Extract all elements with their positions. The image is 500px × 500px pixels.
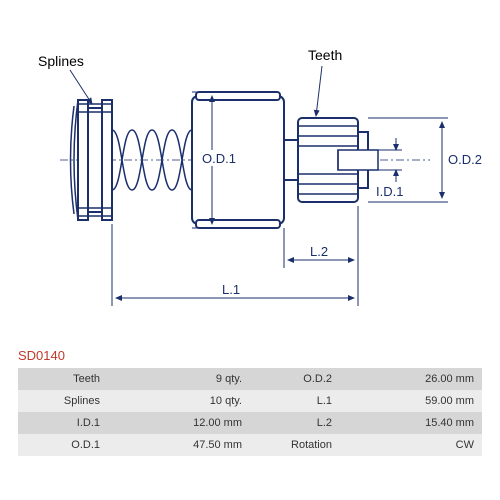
teeth-callout: Teeth [308,47,342,63]
spec-value: 47.50 mm [108,434,250,456]
spec-value: 15.40 mm [340,412,482,434]
spec-value: 26.00 mm [340,368,482,390]
spec-label: Rotation [250,434,340,456]
spec-label: O.D.1 [18,434,108,456]
spec-value: 9 qty. [108,368,250,390]
id1-label: I.D.1 [376,184,403,199]
spec-label: O.D.2 [250,368,340,390]
table-row: O.D.1 47.50 mm Rotation CW [18,434,482,456]
spec-label: Teeth [18,368,108,390]
spec-label: I.D.1 [18,412,108,434]
technical-diagram: Splines Teeth O.D.1 I.D.1 O.D.2 L.2 L.1 [0,0,500,340]
od1-label: O.D.1 [202,151,236,166]
table-row: Splines 10 qty. L.1 59.00 mm [18,390,482,412]
od2-label: O.D.2 [448,152,482,167]
part-code: SD0140 [18,348,65,363]
spec-label: Splines [18,390,108,412]
l2-label: L.2 [310,244,328,259]
l1-label: L.1 [222,282,240,297]
pinion-gear [298,118,378,202]
spec-table: Teeth 9 qty. O.D.2 26.00 mm Splines 10 q… [18,368,482,456]
spec-value: 59.00 mm [340,390,482,412]
spec-value: 12.00 mm [108,412,250,434]
spec-value: 10 qty. [108,390,250,412]
spec-label: L.1 [250,390,340,412]
splines-callout: Splines [38,53,84,69]
spec-label: L.2 [250,412,340,434]
table-row: I.D.1 12.00 mm L.2 15.40 mm [18,412,482,434]
spec-value: CW [340,434,482,456]
table-row: Teeth 9 qty. O.D.2 26.00 mm [18,368,482,390]
